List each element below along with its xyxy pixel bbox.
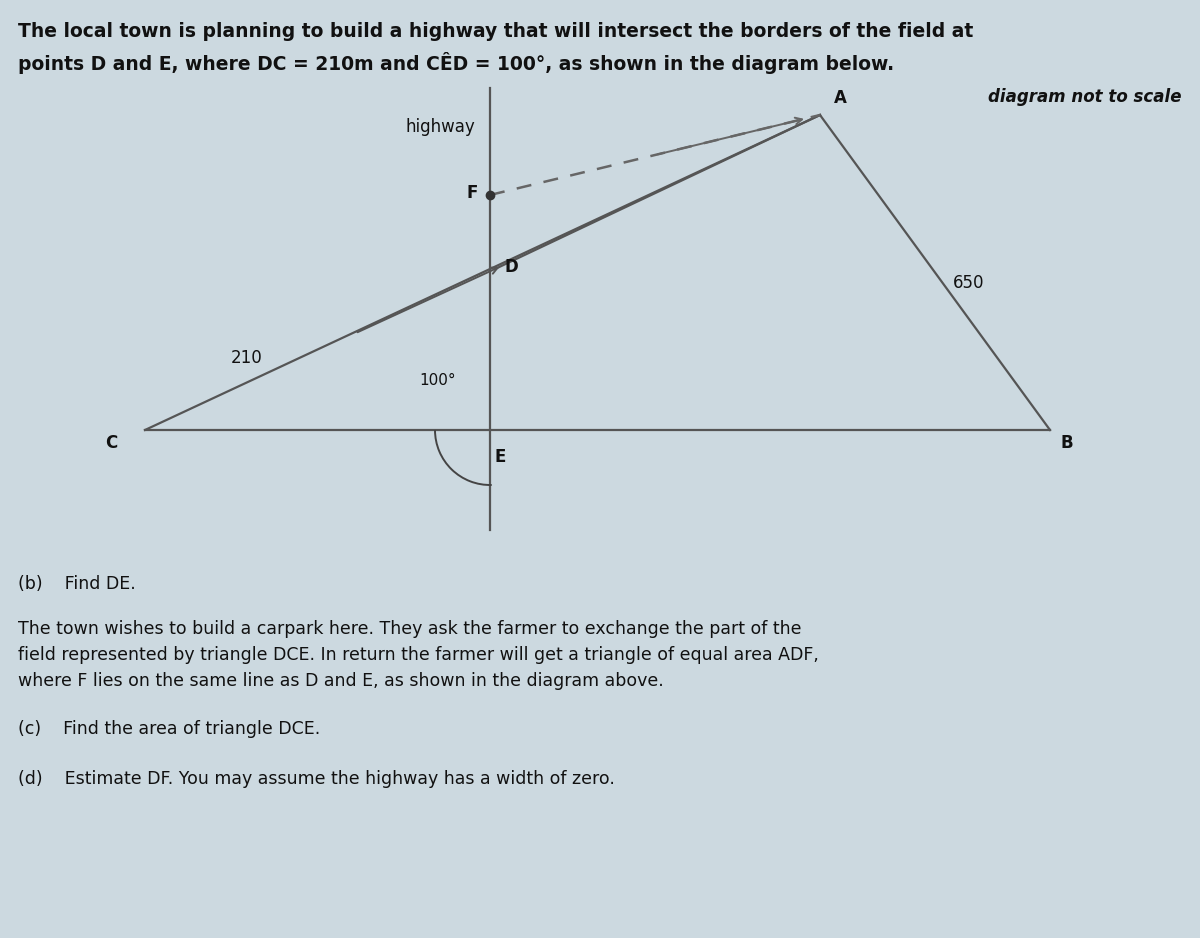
Text: where F lies on the same line as D and E, as shown in the diagram above.: where F lies on the same line as D and E… xyxy=(18,672,664,690)
Text: (c)    Find the area of triangle DCE.: (c) Find the area of triangle DCE. xyxy=(18,720,320,738)
Text: F: F xyxy=(467,184,478,202)
Text: C: C xyxy=(104,434,118,452)
Text: The local town is planning to build a highway that will intersect the borders of: The local town is planning to build a hi… xyxy=(18,22,973,41)
Text: (d)    Estimate DF. You may assume the highway has a width of zero.: (d) Estimate DF. You may assume the high… xyxy=(18,770,614,788)
Text: The town wishes to build a carpark here. They ask the farmer to exchange the par: The town wishes to build a carpark here.… xyxy=(18,620,802,638)
Text: 100°: 100° xyxy=(420,373,456,388)
Text: 650: 650 xyxy=(953,274,984,292)
Text: diagram not to scale: diagram not to scale xyxy=(989,88,1182,106)
Text: (b)    Find DE.: (b) Find DE. xyxy=(18,575,136,593)
Text: highway: highway xyxy=(406,118,475,136)
Text: E: E xyxy=(494,448,505,466)
Text: 210: 210 xyxy=(230,349,262,368)
Text: B: B xyxy=(1060,434,1073,452)
Text: points D and E, where DC = 210m and CÊD = 100°, as shown in the diagram below.: points D and E, where DC = 210m and CÊD … xyxy=(18,52,894,74)
Text: A: A xyxy=(834,89,847,107)
Text: field represented by triangle DCE. In return the farmer will get a triangle of e: field represented by triangle DCE. In re… xyxy=(18,646,818,664)
Text: D: D xyxy=(505,258,518,276)
